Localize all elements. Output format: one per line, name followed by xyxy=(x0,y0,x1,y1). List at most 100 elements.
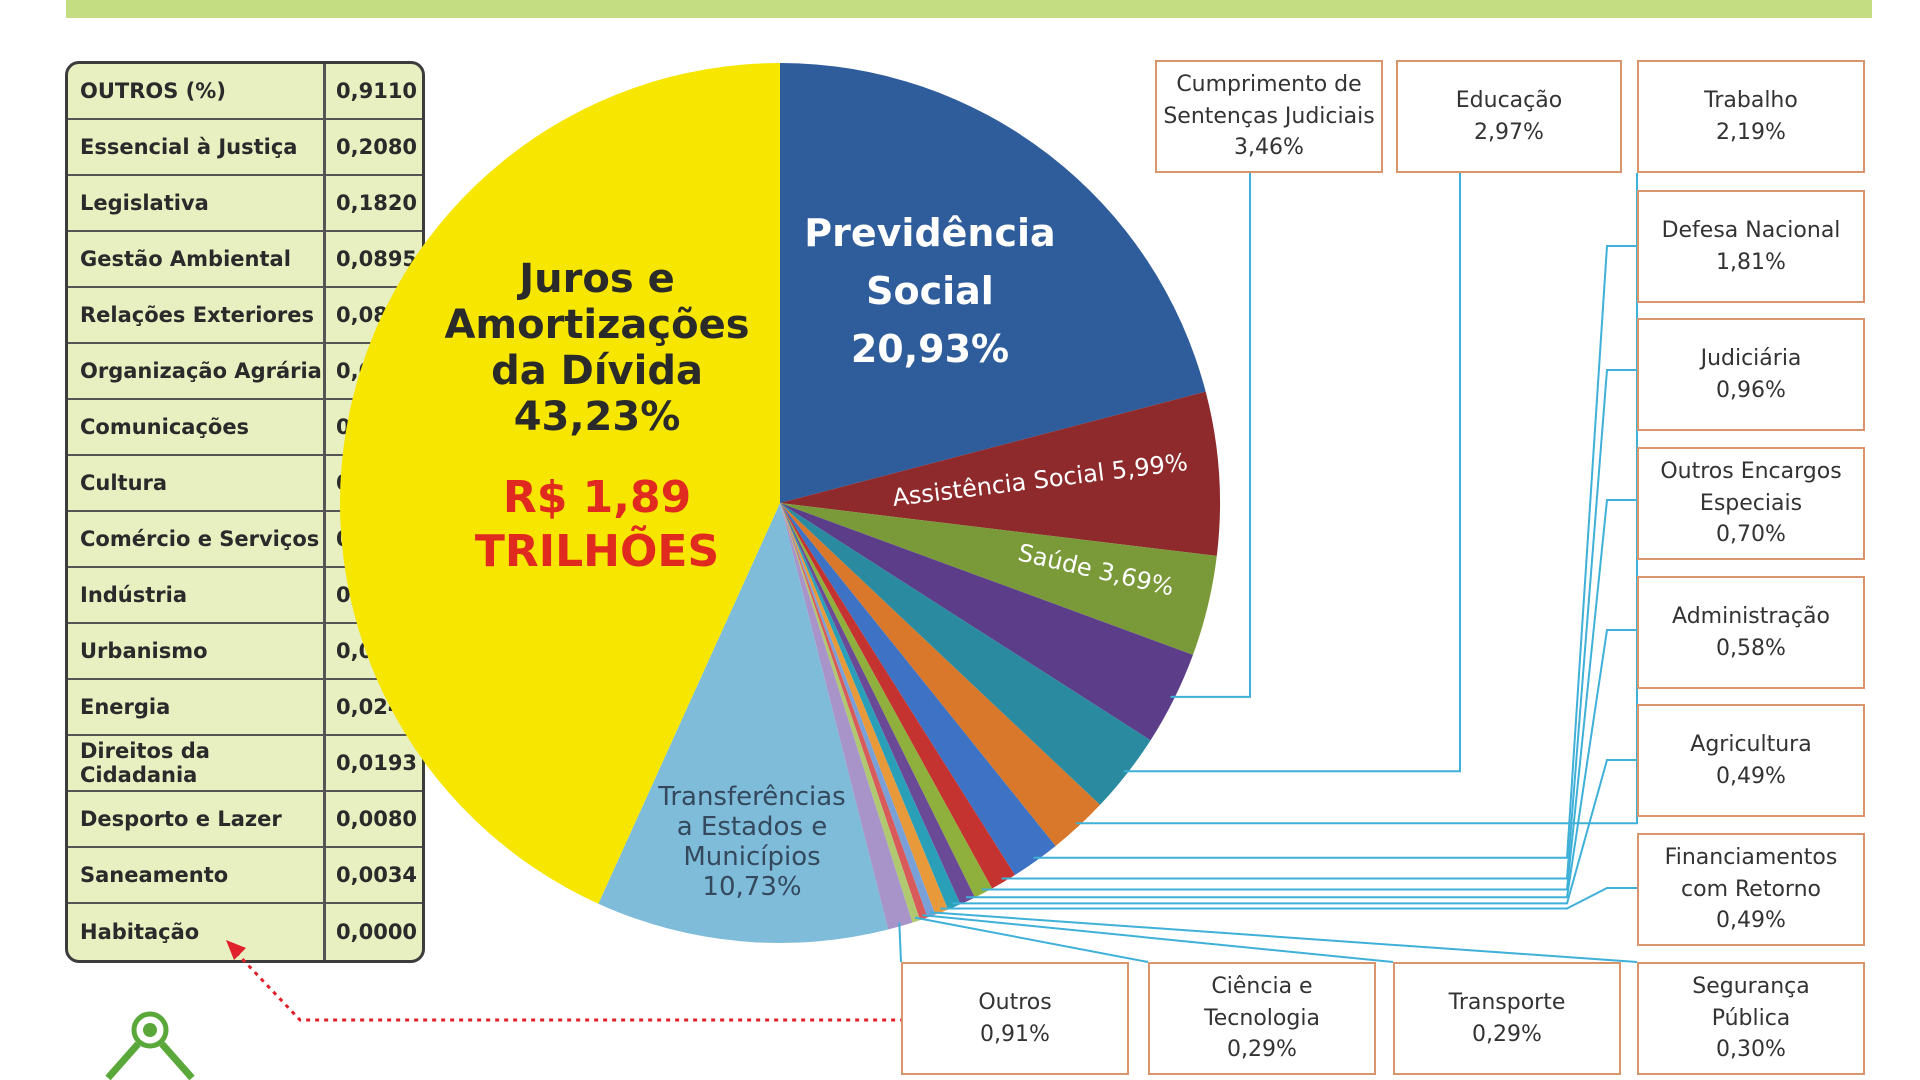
table-row-name: Legislativa xyxy=(68,176,326,230)
callout-text: 0,70% xyxy=(1716,522,1786,548)
callout-text: 2,19% xyxy=(1716,119,1786,145)
callout-box-cumprimento: Cumprimento de Sentenças Judiciais 3,46% xyxy=(1155,60,1383,173)
table-row-value: 0,2080 xyxy=(336,135,418,159)
callout-text: 3,46% xyxy=(1234,135,1304,161)
table-row-value: 0,1820 xyxy=(336,191,418,215)
callout-text: Administração xyxy=(1672,603,1830,629)
leader-line-transporte xyxy=(922,914,1394,963)
pie-slice-cumprimento xyxy=(780,503,1193,741)
callout-text: Outros Encargos xyxy=(1660,458,1842,484)
pie-slice-outros_encargos xyxy=(780,503,993,898)
table-row-name: Urbanismo xyxy=(68,624,326,678)
callout-text: com Retorno xyxy=(1681,876,1821,902)
callout-box-defesa: Defesa Nacional 1,81% xyxy=(1637,190,1865,303)
table-row: Essencial à Justiça 0,2080 xyxy=(68,120,422,176)
callout-text: 0,58% xyxy=(1716,635,1786,661)
callout-box-seguranca: Segurança Pública 0,30% xyxy=(1637,962,1865,1075)
callout-text: Educação xyxy=(1455,87,1563,113)
table-row-name: Organização Agrária xyxy=(68,344,326,398)
logo-icon xyxy=(105,1011,195,1080)
callout-text: Segurança xyxy=(1692,973,1810,999)
table-row: OUTROS (%) 0,9110 xyxy=(68,64,422,120)
table-row-name: Essencial à Justiça xyxy=(68,120,326,174)
callout-text: Trabalho xyxy=(1704,87,1798,113)
table-row: Desporto e Lazer 0,0080 xyxy=(68,792,422,848)
table-row-name: Gestão Ambiental xyxy=(68,232,326,286)
pie-slice-transferencias xyxy=(598,503,889,944)
pie-slice-trabalho xyxy=(780,503,1101,846)
label-previdencia: Previdência xyxy=(804,211,1055,255)
table-row-name: Desporto e Lazer xyxy=(68,792,326,846)
pie-slices xyxy=(339,62,1221,944)
pie-slice-agricultura xyxy=(780,503,961,910)
leader-line-cumprimento xyxy=(1170,173,1251,698)
callout-box-ciencia: Ciência e Tecnologia 0,29% xyxy=(1148,962,1376,1075)
table-row-name: Direitos da Cidadania xyxy=(68,736,326,790)
table-row-name: Relações Exteriores xyxy=(68,288,326,342)
callout-box-administracao: Administração 0,58% xyxy=(1637,576,1865,689)
pie-slice-previdencia xyxy=(780,62,1206,503)
label-juros: Juros e xyxy=(516,256,674,302)
leader-line-educacao xyxy=(1123,173,1461,773)
table-row: Direitos da Cidadania 0,0193 xyxy=(68,736,422,792)
table-row-value: 0,9110 xyxy=(336,79,418,103)
table-row: Legislativa 0,1820 xyxy=(68,176,422,232)
arrow-head-up-icon xyxy=(226,940,246,960)
label-previdencia: Social xyxy=(866,269,994,313)
pie-slice-outros xyxy=(780,503,913,930)
total-label-line: R$ 1,89 xyxy=(503,472,691,523)
pie-slice-saude xyxy=(780,503,1217,655)
callout-text: 0,49% xyxy=(1716,908,1786,934)
table-row: Energia 0,0240 xyxy=(68,680,422,736)
table-row-name: Comércio e Serviços xyxy=(68,512,326,566)
table-row: Saneamento 0,0034 xyxy=(68,848,422,904)
callout-text: Cumprimento de xyxy=(1176,71,1362,97)
callout-text: Tecnologia xyxy=(1204,1005,1320,1031)
label-transferencias: Municípios xyxy=(683,842,820,872)
callout-text: Defesa Nacional xyxy=(1661,217,1841,243)
callout-text: Sentenças Judiciais xyxy=(1163,103,1375,129)
label-juros: Amortizações xyxy=(444,302,749,348)
callout-box-transporte: Transporte 0,29% xyxy=(1393,962,1621,1075)
callout-box-financiamentos: Financiamentos com Retorno 0,49% xyxy=(1637,833,1865,946)
table-row: Habitação 0,0000 xyxy=(68,904,422,960)
callout-text: 0,30% xyxy=(1716,1037,1786,1063)
total-label-line: TRILHÕES xyxy=(475,524,719,577)
callout-box-agricultura: Agricultura 0,49% xyxy=(1637,704,1865,817)
table-row: Gestão Ambiental 0,0895 xyxy=(68,232,422,288)
leader-line-agricultura xyxy=(952,759,1637,905)
table-row-name: Habitação xyxy=(68,904,326,960)
pie-slice-administracao xyxy=(780,503,975,905)
callout-text: 0,49% xyxy=(1716,763,1786,789)
table-row-name: Comunicações xyxy=(68,400,326,454)
label-juros: 43,23% xyxy=(514,394,681,440)
table-row-value: 0,0895 xyxy=(336,247,418,271)
pie-slice-educacao xyxy=(780,503,1151,805)
pie-slice-assistencia xyxy=(780,391,1221,556)
callout-text: 1,81% xyxy=(1716,249,1786,275)
leader-line-outros_encargos xyxy=(981,499,1637,891)
dotted-arrow-line xyxy=(228,944,925,1022)
table-row-value: 0,0193 xyxy=(336,751,418,775)
callout-text: Transporte xyxy=(1448,989,1566,1015)
leader-line-outros xyxy=(898,922,902,963)
leader-line-seguranca xyxy=(930,911,1638,963)
callout-text: 0,29% xyxy=(1472,1021,1542,1047)
table-row-value: 0,0000 xyxy=(336,920,418,944)
label-transferencias: a Estados e xyxy=(677,812,828,842)
table-row-name: Energia xyxy=(68,680,326,734)
leader-line-judiciaria xyxy=(1001,369,1637,880)
callout-text: Pública xyxy=(1711,1005,1791,1031)
callout-text: 2,97% xyxy=(1474,119,1544,145)
pie-slice-judiciaria xyxy=(780,503,1015,889)
leader-line-defesa xyxy=(1033,245,1637,859)
leader-line-administracao xyxy=(966,629,1637,899)
callout-text: Ciência e xyxy=(1211,973,1313,999)
callout-text: Outros xyxy=(978,989,1052,1015)
label-juros: da Dívida xyxy=(491,348,703,394)
callout-box-outros_encargos: Outros Encargos Especiais 0,70% xyxy=(1637,447,1865,560)
callout-box-outros: Outros 0,91% xyxy=(901,962,1129,1075)
